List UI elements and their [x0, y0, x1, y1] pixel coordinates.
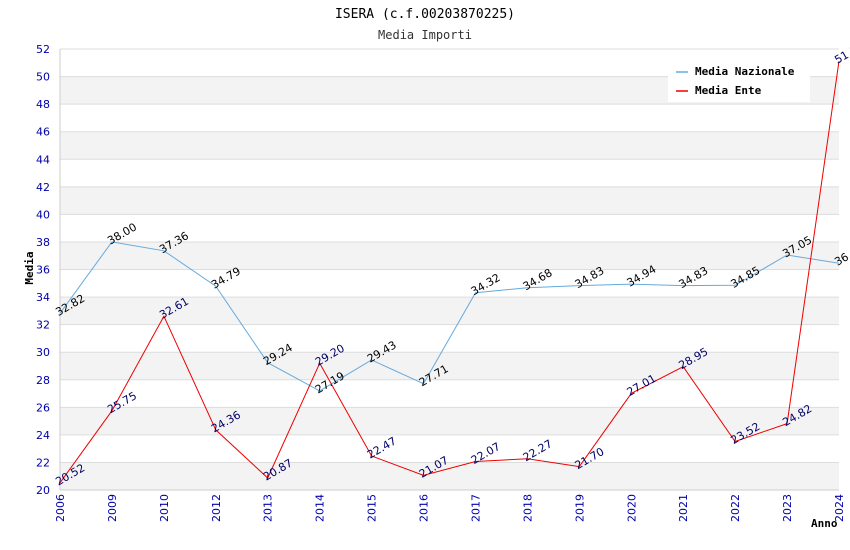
x-axis-label: Anno [811, 517, 838, 530]
x-tick-label: 2013 [262, 494, 275, 522]
grid-band [60, 434, 839, 463]
grid-band [60, 214, 839, 242]
x-axis-ticks: 2006 2009 2010 2012 2013 2014 2015 2016 2017 2018… [54, 494, 846, 522]
legend-label-nazionale: Media Nazionale [695, 65, 795, 78]
grid-band [60, 159, 839, 187]
x-tick-label: 2016 [418, 494, 431, 522]
x-tick-label: 2019 [573, 494, 586, 522]
y-tick-label: 40 [36, 208, 50, 221]
series-line-media-ente [59, 61, 840, 484]
y-tick-label: 38 [36, 236, 50, 249]
y-tick-label: 44 [36, 153, 50, 166]
grid-band [60, 241, 839, 270]
y-tick-label: 20 [36, 484, 50, 497]
y-tick-label: 42 [36, 181, 50, 194]
grid-band [60, 462, 839, 490]
grid-band [60, 352, 839, 380]
x-tick-label: 2023 [781, 494, 794, 522]
x-tick-label: 2022 [729, 494, 742, 522]
y-tick-label: 50 [36, 71, 50, 84]
grid-band [60, 379, 839, 408]
y-tick-label: 30 [36, 346, 50, 359]
grid-band [60, 269, 839, 298]
grid-band [60, 104, 839, 132]
grid-band [60, 297, 839, 325]
x-tick-label: 2009 [106, 494, 119, 522]
series-lines [59, 61, 840, 484]
y-tick-label: 48 [36, 98, 50, 111]
x-tick-label: 2006 [54, 494, 67, 522]
grid-bands [59, 48, 839, 491]
y-tick-label: 46 [36, 126, 50, 139]
y-tick-label: 24 [36, 429, 50, 442]
y-tick-label: 36 [36, 264, 50, 277]
y-tick-label: 22 [36, 456, 50, 469]
y-tick-label: 28 [36, 374, 50, 387]
chart-title: ISERA (c.f.00203870225) [335, 7, 515, 22]
series-line-media-nazionale [59, 241, 840, 392]
y-axis-ticks: 20 22 24 26 28 30 32 34 36 38 40 42 44 46 48 50 52 [36, 43, 50, 497]
chart-subtitle: Media Importi [378, 28, 472, 42]
x-tick-label: 2012 [210, 494, 223, 522]
y-axis-label: Media [23, 251, 36, 284]
y-tick-label: 32 [36, 319, 50, 332]
y-tick-label: 52 [36, 43, 50, 56]
y-tick-label: 34 [36, 291, 50, 304]
legend: Media Nazionale Media Ente [668, 60, 810, 102]
legend-box [668, 60, 810, 102]
grid-band [60, 131, 839, 160]
x-tick-label: 2020 [625, 494, 638, 522]
grid-band [60, 407, 839, 435]
x-tick-label: 2021 [677, 494, 690, 522]
y-tick-label: 26 [36, 401, 50, 414]
legend-label-ente: Media Ente [695, 84, 762, 97]
x-tick-label: 2017 [469, 494, 482, 522]
x-tick-label: 2015 [366, 494, 379, 522]
x-tick-label: 2018 [521, 494, 534, 522]
grid-band [60, 186, 839, 215]
x-tick-label: 2014 [314, 494, 327, 522]
x-tick-label: 2010 [158, 494, 171, 522]
x-tick-label: 2024 [833, 494, 846, 522]
